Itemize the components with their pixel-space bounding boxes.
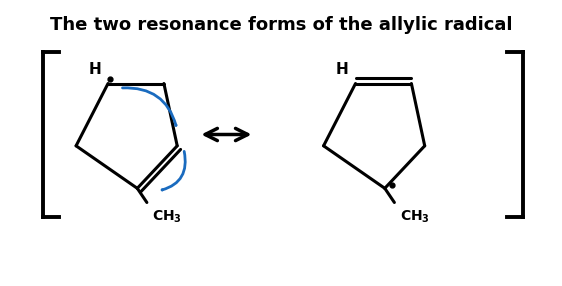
FancyArrowPatch shape xyxy=(162,151,185,190)
Text: The two resonance forms of the allylic radical: The two resonance forms of the allylic r… xyxy=(50,15,512,33)
FancyArrowPatch shape xyxy=(123,88,176,125)
Text: H: H xyxy=(88,62,101,77)
Text: $\mathdefault{CH_3}$: $\mathdefault{CH_3}$ xyxy=(400,208,429,225)
Text: $\mathdefault{CH_3}$: $\mathdefault{CH_3}$ xyxy=(152,208,182,225)
Text: H: H xyxy=(336,62,348,77)
